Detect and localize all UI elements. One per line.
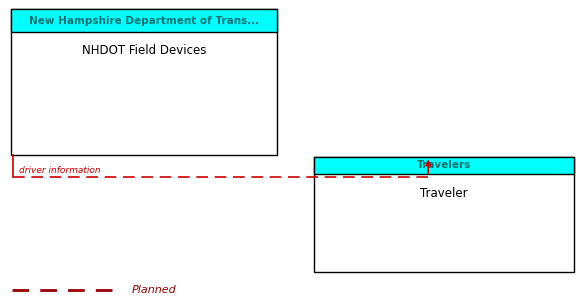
Bar <box>314 157 574 272</box>
Text: driver information: driver information <box>19 166 101 175</box>
Text: Traveler: Traveler <box>420 187 468 200</box>
Text: New Hampshire Department of Trans...: New Hampshire Department of Trans... <box>29 16 259 25</box>
Bar <box>11 9 277 155</box>
Text: Travelers: Travelers <box>417 161 471 170</box>
Bar <box>314 157 574 174</box>
Text: NHDOT Field Devices: NHDOT Field Devices <box>81 44 206 57</box>
Text: Planned: Planned <box>132 285 176 295</box>
Bar <box>11 9 277 32</box>
